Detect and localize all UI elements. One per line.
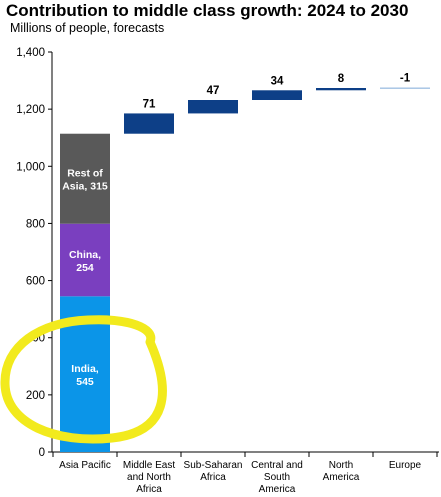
x-category-label-line: North [329,460,353,471]
x-category-label: Central and South America [251,460,303,495]
segment-label-line: India, [71,363,99,375]
highlight-circle-annotation [0,315,167,444]
waterfall-bar [188,100,238,114]
x-category-label-line: Sub-Saharan [184,460,243,471]
x-category-label: North America [323,460,360,483]
x-category-label: Europe [389,460,422,471]
waterfall-value-label: -1 [400,73,411,85]
segment-label-line: 254 [76,262,94,274]
waterfall-bar [252,90,302,100]
x-category-label-line: Europe [389,460,422,471]
x-category-label-line: Middle East [123,460,175,471]
x-category-label-line: Central and [251,460,303,471]
x-category-label: Middle East and North Africa [123,460,175,495]
waterfall-value-label: 71 [143,98,156,110]
x-category-label-line: South [264,472,290,483]
waterfall-bar [124,113,174,134]
y-tick-label: 1,400 [16,47,45,59]
waterfall-value-label: 34 [271,75,284,87]
y-tick-label: 1,200 [16,104,45,116]
waterfall-value-label: 47 [207,85,220,97]
waterfall-bar [316,88,366,91]
segment-label: India, 545 [71,363,99,388]
x-category-label-line: Africa [200,472,226,483]
x-category-label-line: Asia Pacific [59,460,111,471]
x-category-label-line: and North [127,472,171,483]
segment-label: Rest of Asia, 315 [62,168,108,193]
segment-label-line: Rest of [67,168,103,180]
segment-label-line: 545 [76,376,94,388]
waterfall-value-label: 8 [338,73,345,85]
stacked-bar-segment [60,133,110,224]
stacked-bar-segment [60,223,110,297]
y-tick-label: 600 [26,276,45,288]
chart-title: Contribution to middle class growth: 202… [6,1,409,20]
x-category-label-line: America [259,484,296,495]
waterfall-bar [380,87,430,89]
x-category-label-line: Africa [136,484,162,495]
segment-label-line: China, [69,249,101,261]
y-tick-label: 200 [26,390,45,402]
segment-label: China, 254 [69,249,101,274]
y-tick-label: 1,000 [16,161,45,173]
x-category-label-line: America [323,472,360,483]
x-category-label: Sub-Saharan Africa [184,460,243,483]
segment-label-line: Asia, 315 [62,181,108,193]
chart-subtitle: Millions of people, forecasts [10,21,165,35]
y-tick-label: 0 [39,447,45,459]
y-tick-label: 800 [26,218,45,230]
x-category-label: Asia Pacific [59,460,111,471]
